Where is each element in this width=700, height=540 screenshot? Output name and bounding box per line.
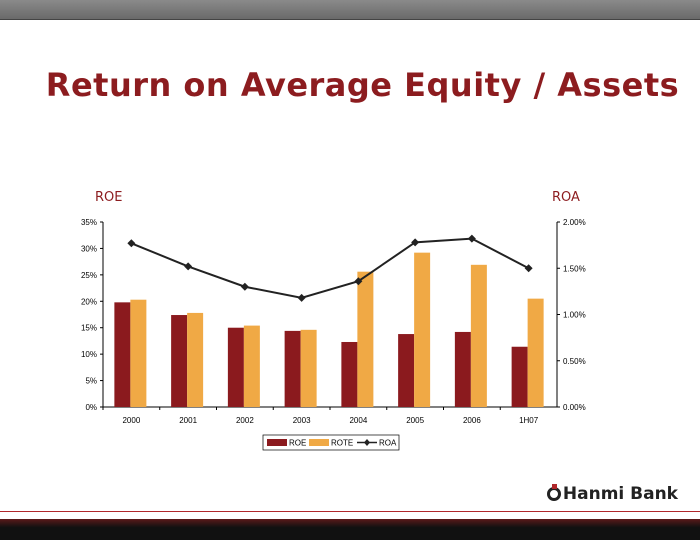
point-roa	[411, 238, 420, 247]
legend-marker-icon	[364, 439, 370, 446]
x-tick-label: 2000	[122, 416, 140, 425]
bar-rote	[243, 325, 260, 407]
y-tick-label: 30%	[81, 244, 97, 253]
bar-roe	[227, 327, 244, 407]
bar-roe	[454, 331, 471, 407]
hanmi-bank-logo: Hanmi Bank	[546, 484, 678, 504]
x-tick-label: 2005	[406, 416, 424, 425]
legend-label-roa: ROA	[379, 439, 397, 448]
x-tick-label: 2001	[179, 416, 197, 425]
x-tick-label: 2003	[293, 416, 311, 425]
legend-label-rote: ROTE	[331, 439, 353, 448]
top-bar	[0, 0, 700, 20]
logo-text: Hanmi Bank	[562, 484, 678, 504]
y-tick-label: 20%	[81, 297, 97, 306]
divider	[0, 511, 700, 512]
point-roa	[354, 277, 363, 286]
bar-roe	[341, 341, 358, 407]
y2-tick-label: 1.00%	[563, 311, 586, 320]
y-tick-label: 15%	[81, 324, 97, 333]
bottom-bar	[0, 519, 700, 540]
point-roa	[240, 282, 249, 291]
logo-mark-icon	[546, 484, 561, 501]
slide-title: Return on Average Equity / Assets	[45, 66, 680, 104]
left-axis-title: ROE	[95, 190, 123, 205]
bar-rote	[130, 299, 147, 407]
legend-swatch-rote	[309, 439, 329, 446]
bar-roe	[284, 330, 301, 407]
bar-roe	[511, 346, 528, 407]
x-tick-label: 2002	[236, 416, 254, 425]
legend-label-roe: ROE	[289, 439, 306, 448]
point-roa	[297, 293, 306, 302]
bar-rote	[300, 329, 317, 407]
point-roa	[524, 264, 533, 273]
bar-roe	[171, 315, 188, 407]
x-tick-label: 1H07	[519, 416, 539, 425]
y2-tick-label: 0.50%	[563, 357, 586, 366]
bar-roe	[114, 302, 131, 407]
x-tick-label: 2006	[463, 416, 481, 425]
bar-roe	[398, 334, 415, 407]
y-tick-label: 25%	[81, 271, 97, 280]
point-roa	[127, 239, 136, 248]
right-axis-title: ROA	[552, 190, 580, 205]
y2-tick-label: 0.00%	[563, 403, 586, 412]
bar-rote	[414, 252, 431, 407]
point-roa	[184, 262, 193, 271]
y2-tick-label: 1.50%	[563, 264, 586, 273]
legend-swatch-roe	[267, 439, 287, 446]
y-tick-label: 0%	[85, 403, 97, 412]
y-tick-label: 35%	[81, 218, 97, 227]
y-tick-label: 5%	[85, 377, 97, 386]
bar-rote	[357, 271, 374, 407]
x-tick-label: 2004	[349, 416, 367, 425]
y2-tick-label: 2.00%	[563, 218, 586, 227]
point-roa	[467, 234, 476, 243]
legend	[262, 434, 400, 451]
y-tick-label: 10%	[81, 350, 97, 359]
line-roa	[130, 237, 530, 299]
bar-rote	[527, 298, 544, 407]
bar-rote	[470, 264, 487, 407]
bar-rote	[187, 312, 204, 407]
